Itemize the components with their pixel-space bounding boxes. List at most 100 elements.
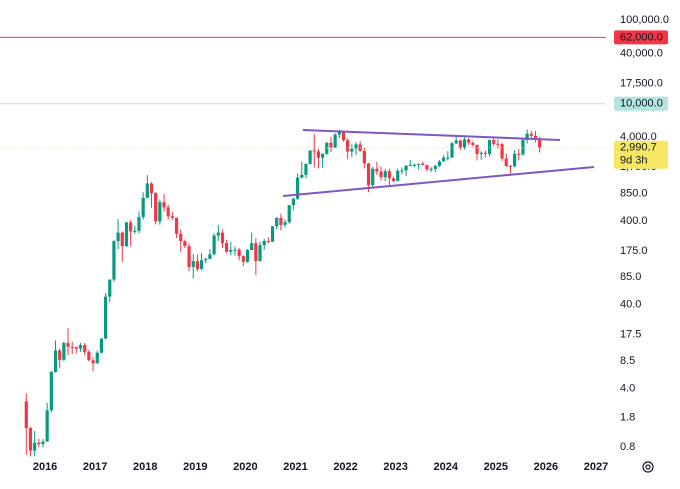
candle-body — [283, 222, 287, 225]
candle-body — [487, 139, 492, 154]
price-label: 62,000.0 — [620, 31, 663, 43]
candle-body — [124, 222, 129, 247]
y-tick-label: 400.0 — [620, 215, 648, 227]
candle-body — [429, 168, 433, 170]
y-tick-label: 4,000.0 — [620, 131, 657, 143]
candle-body — [112, 241, 116, 280]
y-tick-label: 40.0 — [620, 299, 641, 311]
y-tick-label: 4.0 — [620, 382, 635, 394]
candle-body — [49, 372, 53, 411]
candle-body — [28, 428, 33, 451]
candle-body — [479, 152, 483, 155]
candle-body — [529, 133, 533, 136]
candle-body — [433, 165, 437, 169]
candle-body — [408, 164, 412, 166]
candle-body — [137, 217, 141, 231]
candle-body — [183, 241, 187, 247]
candle-body — [387, 171, 391, 179]
candle-body — [262, 240, 266, 246]
candle-body — [279, 217, 283, 225]
candle-body — [504, 158, 508, 166]
x-tick-label: 2021 — [283, 461, 307, 473]
candle-body — [333, 134, 337, 148]
candle-body — [149, 183, 154, 194]
x-tick-label: 2024 — [433, 461, 458, 473]
x-tick-label: 2027 — [584, 461, 608, 473]
candle-body — [250, 243, 254, 251]
candle-body — [208, 254, 212, 259]
candle-body — [362, 151, 366, 164]
candle-body — [471, 142, 475, 145]
candle-body — [225, 243, 229, 252]
y-tick-label: 175.0 — [620, 245, 648, 257]
candle-body — [375, 168, 379, 172]
candle-body — [496, 143, 500, 145]
candle-body — [133, 230, 137, 232]
candle-body — [129, 222, 133, 232]
trend-line — [282, 166, 595, 197]
candle-body — [538, 138, 542, 148]
x-tick-label: 2022 — [333, 461, 357, 473]
candle-body — [458, 140, 462, 148]
x-tick-label: 2018 — [133, 461, 157, 473]
candle-body — [379, 171, 383, 178]
x-tick-label: 2023 — [383, 461, 407, 473]
candle-body — [417, 163, 421, 165]
candle-body — [287, 205, 291, 223]
candle-body — [174, 217, 179, 234]
candle-body — [87, 351, 91, 361]
candle-body — [166, 207, 170, 217]
candle-body — [116, 232, 120, 242]
candle-body — [154, 193, 158, 222]
candle-body — [245, 250, 250, 262]
candle-body — [521, 139, 525, 155]
price-label-box — [614, 140, 668, 169]
price-label: 2,990.7 — [620, 142, 657, 154]
candle-body — [254, 243, 258, 262]
candle-body — [91, 360, 95, 364]
candle-body — [216, 232, 220, 236]
candle-body — [412, 164, 417, 166]
candle-body — [191, 261, 195, 267]
candle-body — [400, 170, 404, 172]
y-tick-label: 850.0 — [620, 187, 648, 199]
candle-body — [425, 165, 429, 170]
candle-body — [341, 131, 346, 141]
candle-body — [229, 250, 233, 252]
candle-body — [291, 198, 296, 206]
x-tick-label: 2016 — [33, 461, 57, 473]
y-tick-label: 17.5 — [620, 329, 641, 341]
candle-body — [391, 178, 396, 181]
candle-body — [500, 144, 504, 159]
candle-body — [41, 441, 45, 445]
y-tick-label: 8.5 — [620, 355, 635, 367]
price-label-box — [614, 30, 668, 45]
candle-body — [329, 142, 333, 148]
candle-body — [321, 153, 325, 158]
candle-body — [454, 140, 458, 144]
candle-body — [95, 352, 99, 364]
settings-icon[interactable] — [642, 461, 654, 473]
candle-body — [517, 153, 521, 155]
candle-body — [383, 171, 387, 178]
y-tick-label: 17,500.0 — [620, 77, 663, 89]
candle-body — [141, 197, 145, 218]
candle-body — [275, 217, 279, 227]
y-tick-label: 1.8 — [620, 411, 635, 423]
candle-body — [462, 139, 467, 148]
candle-body — [525, 133, 529, 140]
trend-line — [302, 129, 561, 141]
candle-body — [371, 168, 375, 186]
x-tick-label: 2025 — [484, 461, 508, 473]
candle-body — [366, 163, 371, 186]
candle-body — [337, 131, 341, 135]
candle-body — [70, 346, 74, 348]
candle-body — [483, 152, 487, 154]
candle-body — [442, 157, 446, 162]
candle-body — [346, 140, 350, 152]
candle-body — [233, 249, 237, 251]
candle-body — [316, 151, 321, 158]
candle-body — [270, 226, 275, 242]
y-tick-label: 100,000.0 — [620, 14, 669, 26]
